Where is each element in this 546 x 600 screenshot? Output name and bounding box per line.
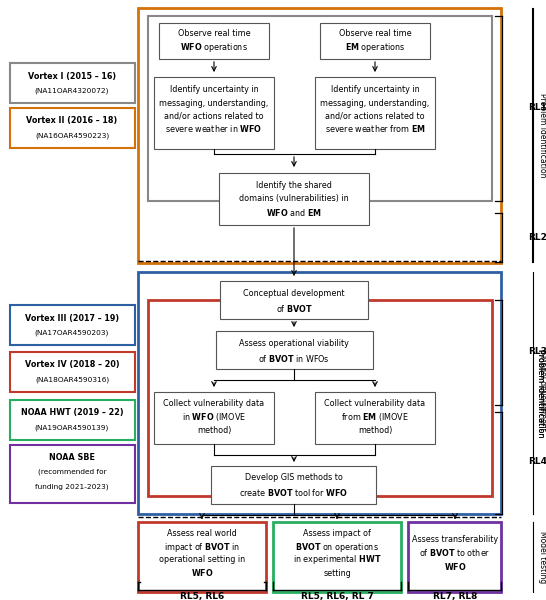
FancyBboxPatch shape <box>154 392 274 444</box>
FancyBboxPatch shape <box>159 23 269 59</box>
FancyBboxPatch shape <box>10 108 135 148</box>
Text: domains (vulnerabilities) in: domains (vulnerabilities) in <box>239 194 349 203</box>
Text: impact of $\bf{BVOT}$ in: impact of $\bf{BVOT}$ in <box>164 541 240 553</box>
Text: Collect vulnerability data: Collect vulnerability data <box>324 400 425 409</box>
Text: RL1: RL1 <box>528 103 546 113</box>
Text: $\bf{WFO}$: $\bf{WFO}$ <box>191 568 213 578</box>
Text: of $\bf{BVOT}$ in WFOs: of $\bf{BVOT}$ in WFOs <box>258 352 330 364</box>
Text: severe weather from $\bf{EM}$: severe weather from $\bf{EM}$ <box>324 124 425 134</box>
Text: of $\bf{BVOT}$ to other: of $\bf{BVOT}$ to other <box>419 547 491 559</box>
FancyBboxPatch shape <box>211 466 376 504</box>
Text: $\bf{WFO}$ operations: $\bf{WFO}$ operations <box>180 40 248 53</box>
Text: Vortex IV (2018 – 20): Vortex IV (2018 – 20) <box>25 361 120 370</box>
Text: (NA16OAR4590223): (NA16OAR4590223) <box>35 133 109 139</box>
Text: Observe real time: Observe real time <box>339 29 411 38</box>
Text: in experimental $\bf{HWT}$: in experimental $\bf{HWT}$ <box>293 553 381 566</box>
Text: $\bf{WFO}$ and $\bf{EM}$: $\bf{WFO}$ and $\bf{EM}$ <box>266 208 322 218</box>
Text: and/or actions related to: and/or actions related to <box>164 112 264 121</box>
FancyBboxPatch shape <box>10 352 135 392</box>
Text: from $\bf{EM}$ (IMOVE: from $\bf{EM}$ (IMOVE <box>341 411 409 423</box>
Text: setting: setting <box>323 569 351 577</box>
Text: NOAA SBE: NOAA SBE <box>49 454 95 463</box>
FancyBboxPatch shape <box>320 23 430 59</box>
FancyBboxPatch shape <box>216 331 373 369</box>
Text: messaging, understanding,: messaging, understanding, <box>159 98 269 107</box>
FancyBboxPatch shape <box>10 63 135 103</box>
FancyBboxPatch shape <box>10 305 135 345</box>
Text: severe weather in $\bf{WFO}$: severe weather in $\bf{WFO}$ <box>165 124 263 134</box>
FancyBboxPatch shape <box>315 77 435 149</box>
Text: RL7, RL8: RL7, RL8 <box>433 592 477 600</box>
Text: of $\bf{BVOT}$: of $\bf{BVOT}$ <box>276 302 312 313</box>
Text: Problem identification: Problem identification <box>536 349 544 437</box>
Text: Collect vulnerability data: Collect vulnerability data <box>163 400 265 409</box>
Text: Problem identification: Problem identification <box>537 93 546 177</box>
Text: RL2: RL2 <box>528 232 546 241</box>
Text: (NA11OAR4320072): (NA11OAR4320072) <box>35 88 109 94</box>
FancyBboxPatch shape <box>154 77 274 149</box>
Text: operational setting in: operational setting in <box>159 556 245 565</box>
Text: Observe real time: Observe real time <box>177 29 250 38</box>
Text: RL5, RL6, RL 7: RL5, RL6, RL 7 <box>300 592 373 600</box>
Text: (NA18OAR4590316): (NA18OAR4590316) <box>35 377 109 383</box>
Text: method): method) <box>197 425 231 434</box>
FancyBboxPatch shape <box>315 392 435 444</box>
Text: Problem identification: Problem identification <box>536 349 544 437</box>
FancyBboxPatch shape <box>220 281 368 319</box>
Text: Model development: Model development <box>537 355 546 431</box>
Text: funding 2021-2023): funding 2021-2023) <box>35 484 109 490</box>
Text: Identify uncertainty in: Identify uncertainty in <box>170 85 258 94</box>
Text: create $\bf{BVOT}$ tool for $\bf{WFO}$: create $\bf{BVOT}$ tool for $\bf{WFO}$ <box>240 487 348 497</box>
Text: Vortex II (2016 – 18): Vortex II (2016 – 18) <box>26 116 117 125</box>
Text: messaging, understanding,: messaging, understanding, <box>321 98 430 107</box>
Text: $\bf{WFO}$: $\bf{WFO}$ <box>444 560 466 571</box>
Text: Vortex I (2015 – 16): Vortex I (2015 – 16) <box>28 71 116 80</box>
Text: RL3: RL3 <box>528 347 546 356</box>
Text: and/or actions related to: and/or actions related to <box>325 112 425 121</box>
Text: Identify uncertainty in: Identify uncertainty in <box>331 85 419 94</box>
Text: $\bf{BVOT}$ on operations: $\bf{BVOT}$ on operations <box>295 541 379 553</box>
Text: RL5, RL6: RL5, RL6 <box>180 592 224 600</box>
Text: $\bf{EM}$ operations: $\bf{EM}$ operations <box>345 40 405 53</box>
Text: Assess impact of: Assess impact of <box>303 529 371 539</box>
Text: Identify the shared: Identify the shared <box>256 181 332 191</box>
Text: (NA19OAR4590139): (NA19OAR4590139) <box>35 425 109 431</box>
Text: Assess transferability: Assess transferability <box>412 535 498 545</box>
Text: in $\bf{WFO}$ (IMOVE: in $\bf{WFO}$ (IMOVE <box>182 411 246 423</box>
Text: method): method) <box>358 425 392 434</box>
Text: RL4: RL4 <box>528 457 546 467</box>
Text: Model testing: Model testing <box>537 531 546 583</box>
FancyBboxPatch shape <box>10 400 135 440</box>
Text: Develop GIS methods to: Develop GIS methods to <box>245 473 343 482</box>
Text: NOAA HWT (2019 – 22): NOAA HWT (2019 – 22) <box>21 409 123 418</box>
Text: Assess operational viability: Assess operational viability <box>239 338 349 347</box>
Text: (NA17OAR4590203): (NA17OAR4590203) <box>35 330 109 336</box>
Text: (recommended for: (recommended for <box>38 469 106 475</box>
Text: Vortex III (2017 – 19): Vortex III (2017 – 19) <box>25 313 119 323</box>
FancyBboxPatch shape <box>10 445 135 503</box>
Text: Conceptual development: Conceptual development <box>244 289 345 298</box>
Text: Assess real world: Assess real world <box>167 529 237 539</box>
FancyBboxPatch shape <box>219 173 369 225</box>
